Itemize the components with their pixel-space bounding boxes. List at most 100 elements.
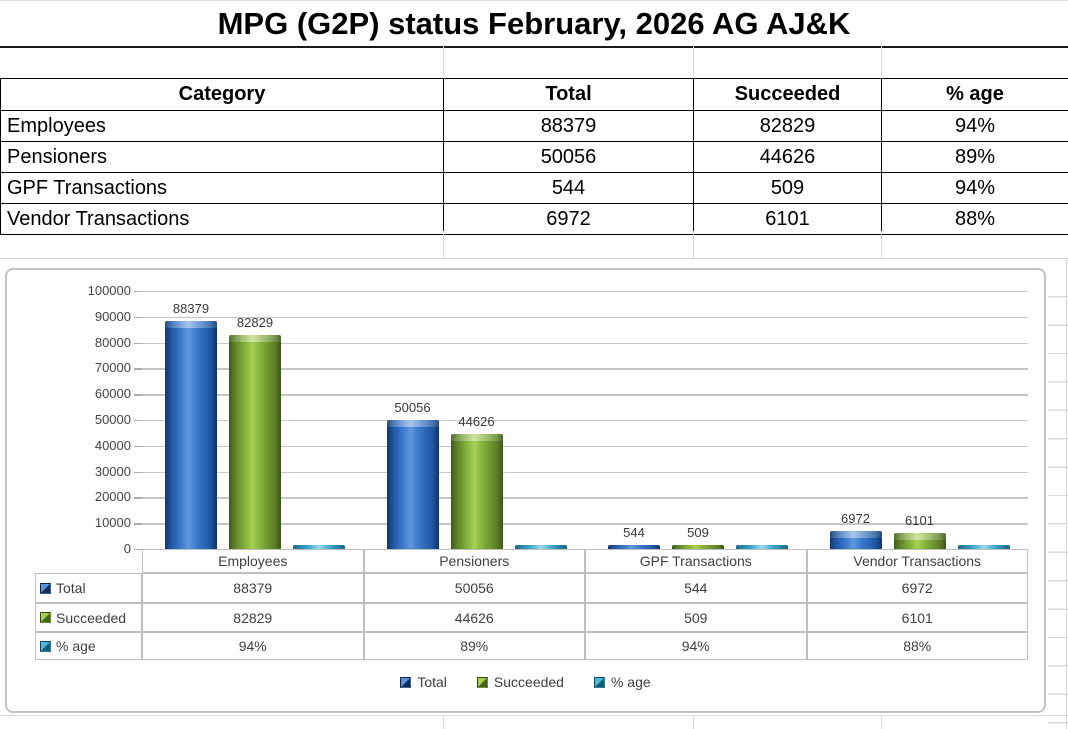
- y-gridline: [142, 523, 1028, 525]
- grid-line: [443, 716, 444, 729]
- data-table-value: 88379: [142, 573, 364, 603]
- data-label: 6101: [905, 513, 934, 528]
- y-axis-tick-label: 100000: [87, 283, 131, 298]
- bar-succeeded-employees[interactable]: [229, 335, 281, 549]
- grid-line: [693, 231, 694, 258]
- cell-total[interactable]: 50056: [443, 141, 694, 173]
- report-title-cell[interactable]: MPG (G2P) status February, 2026 AG AJ&K: [0, 0, 1068, 48]
- y-axis-tick: [134, 291, 142, 293]
- y-gridline: [142, 316, 1028, 319]
- legend-key-icon: [40, 612, 51, 623]
- summary-header-row: Category Total Succeeded % age: [0, 78, 1068, 111]
- cell-total[interactable]: 6972: [443, 203, 694, 235]
- y-axis-tick-label: 50000: [94, 412, 131, 427]
- bar-age-pensioners[interactable]: [514, 545, 567, 549]
- cell-category[interactable]: GPF Transactions: [0, 172, 444, 204]
- bar-succeeded-vendor-transactions[interactable]: [893, 533, 946, 549]
- series-name: Succeeded: [56, 609, 127, 626]
- cell-category[interactable]: Pensioners: [0, 141, 444, 173]
- data-table-value: 6101: [806, 603, 1028, 632]
- bar-total-pensioners[interactable]: [386, 420, 439, 549]
- bar-succeeded-gpf-transactions[interactable]: [672, 545, 724, 549]
- bar-age-employees[interactable]: [293, 545, 345, 549]
- data-table-value: 509: [585, 603, 807, 632]
- y-axis-tick: [134, 342, 142, 344]
- y-axis-tick: [134, 420, 142, 422]
- legend-label: Succeeded: [493, 674, 564, 690]
- y-axis-tick: [134, 523, 142, 525]
- grid-line: [1066, 258, 1067, 729]
- data-label: 6972: [841, 511, 870, 526]
- series-name: % age: [56, 638, 96, 654]
- cell-pct[interactable]: 94%: [881, 110, 1068, 142]
- y-axis-tick-label: 40000: [94, 437, 131, 453]
- cell-succeeded[interactable]: 509: [693, 172, 882, 204]
- cell-category[interactable]: Vendor Transactions: [0, 203, 444, 235]
- data-table-value: 88%: [806, 632, 1028, 660]
- cell-total[interactable]: 544: [443, 172, 694, 204]
- data-label: 44626: [458, 414, 495, 429]
- bar-total-gpf-transactions[interactable]: [608, 545, 660, 549]
- grid-line: [693, 46, 694, 77]
- y-axis-tick-label: 10000: [94, 515, 131, 531]
- data-label: 50056: [394, 400, 431, 415]
- col-header-category[interactable]: Category: [0, 78, 444, 111]
- y-gridline: [142, 368, 1028, 370]
- x-axis-category-label: Employees: [142, 549, 364, 573]
- chart-legend: Total Succeeded % age: [7, 674, 1044, 690]
- bar-age-vendor-transactions[interactable]: [957, 545, 1010, 549]
- bar-succeeded-pensioners[interactable]: [450, 434, 503, 549]
- bar-total-employees[interactable]: [165, 321, 217, 549]
- y-axis-tick: [134, 445, 142, 448]
- x-axis-category-label: Pensioners: [363, 549, 585, 573]
- data-label: 88379: [172, 301, 210, 316]
- y-gridline: [142, 394, 1028, 396]
- y-axis-tick: [134, 497, 142, 499]
- data-table-series-label: Succeeded: [35, 603, 142, 632]
- summary-table: Category Total Succeeded % age Employees…: [0, 78, 1068, 235]
- y-axis-tick-label: 80000: [94, 334, 131, 350]
- series-name: Total: [56, 580, 86, 596]
- grid-line: [693, 716, 694, 729]
- col-header-total[interactable]: Total: [443, 78, 694, 111]
- cell-succeeded[interactable]: 44626: [693, 141, 882, 173]
- grid-line: [443, 46, 444, 77]
- y-axis-tick-label: 60000: [94, 386, 131, 402]
- legend-key-icon: [476, 676, 488, 688]
- y-axis-tick: [134, 394, 142, 396]
- table-row: Vendor Transactions 6972 6101 88%: [0, 203, 1068, 235]
- table-row: Employees 88379 82829 94%: [0, 110, 1068, 142]
- y-axis-tick-label: 70000: [94, 360, 131, 376]
- legend-item-age[interactable]: % age: [593, 674, 651, 690]
- cell-succeeded[interactable]: 6101: [693, 203, 882, 235]
- data-table-value: 544: [585, 573, 807, 603]
- data-table-value: 44626: [363, 603, 585, 632]
- legend-item-total[interactable]: Total: [400, 674, 447, 690]
- legend-key-icon: [593, 676, 605, 688]
- grid-line: [881, 231, 882, 258]
- grid-line: [443, 231, 444, 258]
- cell-succeeded[interactable]: 82829: [693, 110, 882, 142]
- cell-pct[interactable]: 88%: [881, 203, 1068, 235]
- y-axis-tick-label: 20000: [94, 489, 131, 505]
- legend-key-icon: [400, 676, 412, 688]
- col-header-pct[interactable]: % age: [881, 78, 1068, 111]
- cell-total[interactable]: 88379: [443, 110, 694, 142]
- y-axis-tick-label: 0: [123, 541, 131, 556]
- bar-age-gpf-transactions[interactable]: [736, 545, 788, 549]
- bar-chart[interactable]: 100000 90000 80000 70000 60000 50000 40000 3000…: [5, 268, 1046, 713]
- y-gridline: [142, 497, 1028, 499]
- bar-total-vendor-transactions[interactable]: [829, 531, 882, 549]
- grid-line: [0, 258, 1068, 259]
- cell-pct[interactable]: 94%: [881, 172, 1068, 204]
- legend-key-icon: [40, 640, 51, 652]
- grid-line: [881, 716, 882, 729]
- col-header-succeeded[interactable]: Succeeded: [693, 78, 882, 111]
- grid-line: [0, 715, 1068, 716]
- cell-pct[interactable]: 89%: [881, 141, 1068, 173]
- legend-label: % age: [610, 674, 651, 690]
- cell-category[interactable]: Employees: [0, 110, 444, 142]
- data-table-value: 6972: [806, 573, 1028, 603]
- legend-item-succeeded[interactable]: Succeeded: [476, 674, 564, 690]
